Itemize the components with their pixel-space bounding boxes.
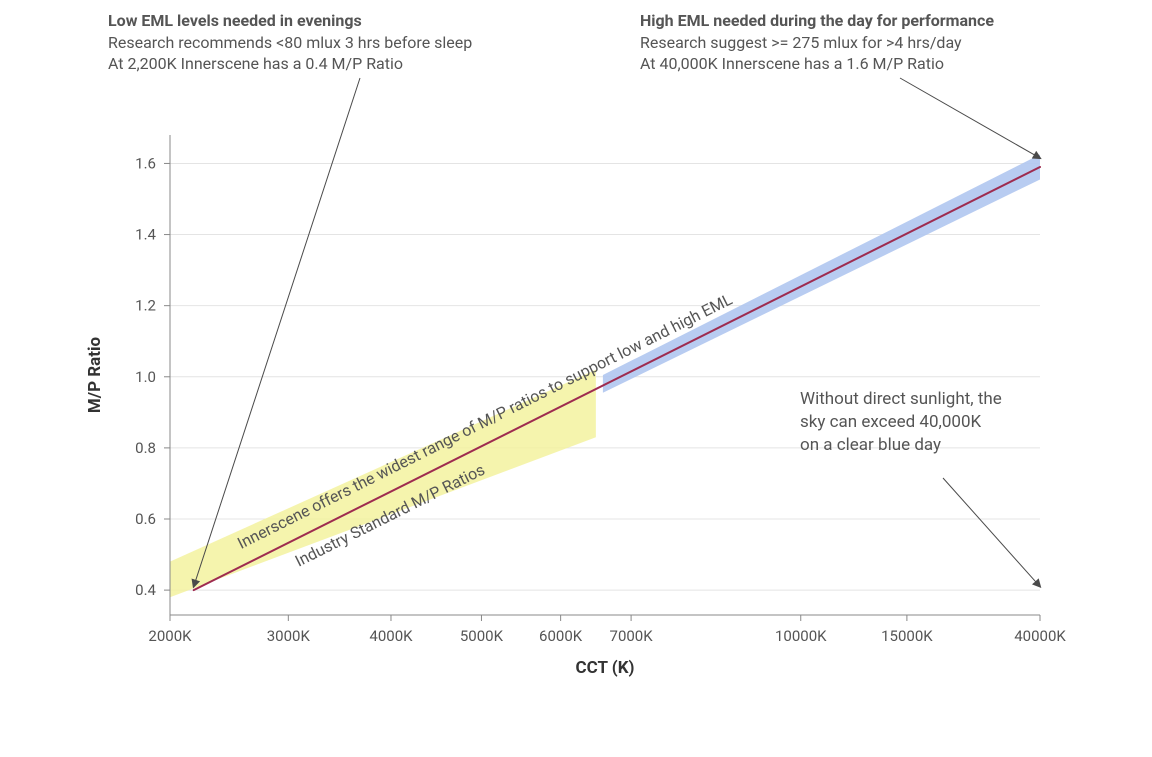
x-tick-label: 3000K [267, 627, 311, 645]
annotation-low-eml: Low EML levels needed in evenings Resear… [108, 10, 568, 75]
y-tick-label: 0.8 [135, 439, 156, 457]
x-tick-label: 5000K [460, 627, 504, 645]
x-tick-label: 10000K [775, 627, 827, 645]
y-tick-label: 0.4 [135, 581, 156, 599]
x-axis-label: CCT (K) [575, 658, 634, 678]
x-tick-label: 4000K [369, 627, 413, 645]
chart-canvas: 2000K 3000K 4000K 5000K 6000K 7000K 10000K 1500… [0, 0, 1152, 757]
x-tick-label: 2000K [148, 627, 192, 645]
y-tick-label: 1.4 [135, 226, 156, 244]
y-axis-label: M/P Ratio [85, 336, 105, 413]
innerscene-range-label: Innerscene offers the widest range of M/… [234, 289, 735, 552]
annotation-line: Research recommends <80 mlux 3 hrs befor… [108, 32, 568, 54]
x-tick-label: 40000K [1014, 627, 1066, 645]
annotation-line: Research suggest >= 275 mlux for >4 hrs/… [640, 32, 1110, 54]
y-tick-label: 0.6 [135, 510, 156, 528]
annotation-title: High EML needed during the day for perfo… [640, 10, 1110, 32]
annotation-line: At 40,000K Innerscene has a 1.6 M/P Rati… [640, 53, 1110, 75]
high-cct-band [603, 155, 1040, 393]
callout-arrow [900, 78, 1040, 158]
annotation-line: sky can exceed 40,000K [800, 411, 1100, 434]
annotation-line: At 2,200K Innerscene has a 0.4 M/P Ratio [108, 53, 568, 75]
y-tick-label: 1.6 [135, 154, 156, 172]
annotation-line: on a clear blue day [800, 434, 1100, 457]
x-tick-label: 15000K [881, 627, 933, 645]
y-tick-label: 1.0 [135, 368, 156, 386]
mp-ratio-line [194, 167, 1040, 590]
annotation-high-eml: High EML needed during the day for perfo… [640, 10, 1110, 75]
annotation-sky-40000k: Without direct sunlight, the sky can exc… [800, 388, 1100, 457]
x-tick-label: 7000K [610, 627, 654, 645]
annotation-title: Low EML levels needed in evenings [108, 10, 568, 32]
x-tick-label: 6000K [539, 627, 583, 645]
y-tick-label: 1.2 [135, 297, 156, 315]
callout-arrow [943, 478, 1040, 587]
annotation-line: Without direct sunlight, the [800, 388, 1100, 411]
